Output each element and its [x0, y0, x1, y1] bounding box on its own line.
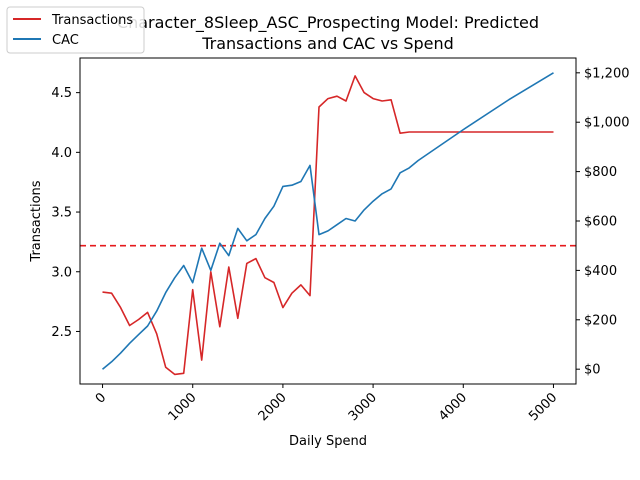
- y-right-tick-label: $600: [584, 215, 617, 230]
- y-right-tick-label: $0: [584, 363, 601, 378]
- chart-title-line1: Character_8Sleep_ASC_Prospecting Model: …: [117, 13, 539, 33]
- y-right-tick-label: $200: [584, 313, 617, 328]
- legend-label-cac: CAC: [52, 33, 79, 48]
- y-right-tick-label: $1,200: [584, 66, 630, 81]
- y-right-tick-label: $1,000: [584, 116, 630, 131]
- legend-box: [6, 6, 145, 54]
- series-line-cac: [101, 72, 554, 370]
- y-left-tick-label: 2.5: [51, 325, 72, 340]
- chart-title-line2: Transactions and CAC vs Spend: [201, 34, 454, 53]
- y-axis-left: 2.5 3.0 3.5 4.0 4.5: [51, 86, 80, 340]
- y-left-tick-label: 4.0: [51, 146, 72, 161]
- legend: Transactions CAC: [6, 6, 145, 54]
- y-left-tick-label: 3.0: [51, 265, 72, 280]
- y-right-tick-label: $800: [584, 165, 617, 180]
- series-line-transactions: [102, 75, 554, 376]
- plot-area: [80, 72, 576, 376]
- y-left-tick-label: 3.5: [51, 206, 72, 221]
- y-axis-right: $0 $200 $400 $600 $800 $1,000 $1,200: [576, 66, 630, 378]
- x-axis-label: Daily Spend: [289, 434, 367, 449]
- y-right-tick-label: $400: [584, 264, 617, 279]
- legend-label-transactions: Transactions: [51, 13, 133, 28]
- y-axis-label-left: Transactions: [29, 180, 44, 262]
- y-left-tick-label: 4.5: [51, 86, 72, 101]
